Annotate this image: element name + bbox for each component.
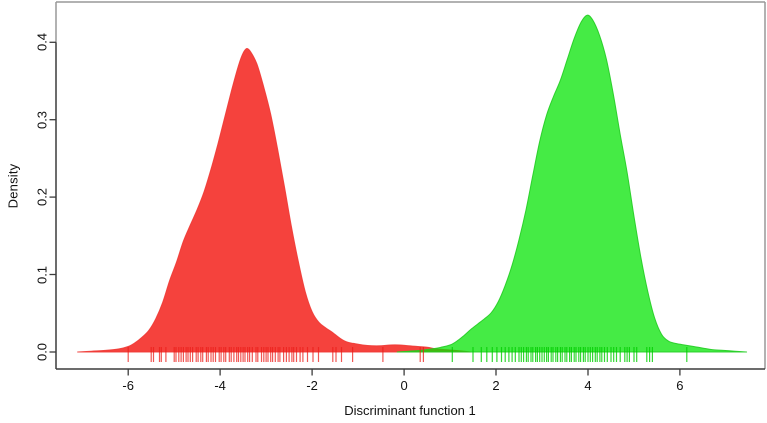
density-curve-group-1-red (77, 47, 472, 353)
density-curve-group-2-green (396, 14, 748, 353)
x-tick-label: 2 (492, 378, 500, 393)
y-tick-label: 0.4 (34, 33, 50, 52)
y-tick-label: 0.3 (34, 110, 50, 129)
y-tick-label: 0.1 (34, 265, 50, 284)
x-tick-label: -4 (214, 378, 226, 393)
x-tick-label: -2 (306, 378, 318, 393)
x-tick-label: 4 (584, 378, 592, 393)
rug-group-2-green (451, 347, 688, 362)
rug-group-1-red (127, 347, 424, 362)
x-axis-title: Discriminant function 1 (344, 403, 476, 418)
y-tick-label: 0.2 (34, 188, 50, 207)
y-axis-title: Density (5, 163, 21, 209)
x-tick-label: -6 (122, 378, 134, 393)
x-tick-label: 6 (676, 378, 684, 393)
x-tick-label: 0 (400, 378, 408, 393)
y-tick-label: 0.0 (34, 342, 50, 362)
